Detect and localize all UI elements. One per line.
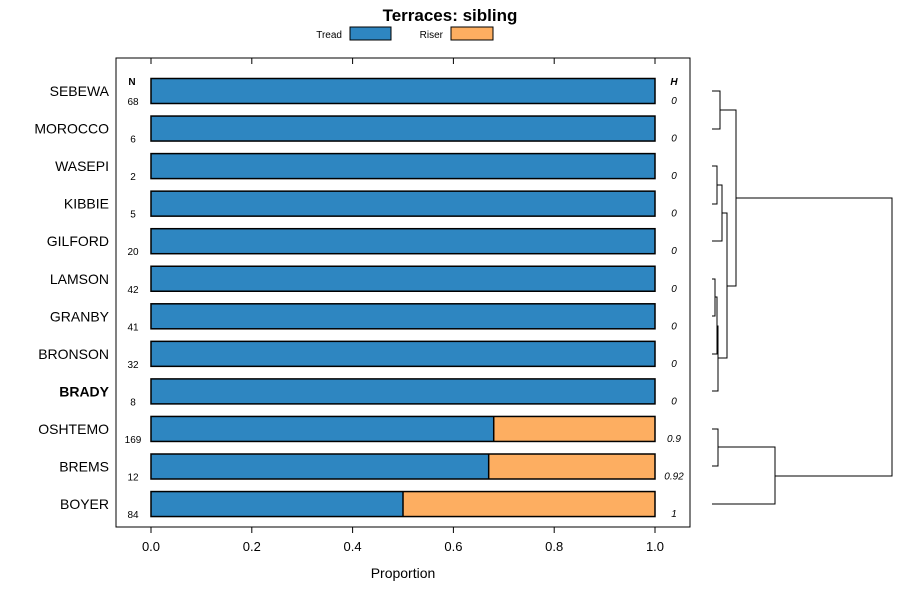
- n-column-header: N: [128, 77, 135, 88]
- h-label-granby: 0: [671, 321, 677, 332]
- bar-granby-tread: [151, 303, 655, 329]
- bar-brady-tread: [151, 378, 655, 404]
- n-label-bronson: 32: [127, 360, 139, 371]
- x-tick-label: 0.2: [243, 539, 261, 554]
- n-labels: 68 6 2 5 20 42 41 32 8 169 12 84: [125, 97, 142, 521]
- dendrogram-link-oshtemo-brems: [712, 428, 719, 467]
- bar-lamson-tread: [151, 266, 655, 292]
- n-label-gilford: 20: [127, 247, 139, 258]
- h-label-wasepi: 0: [671, 171, 677, 182]
- h-label-oshtemo: 0.9: [667, 434, 681, 445]
- bar-outline-lamson: [150, 265, 656, 292]
- bar-gilford-tread: [151, 228, 655, 254]
- n-label-wasepi: 2: [130, 172, 136, 183]
- bar-sebewa-tread: [151, 78, 655, 104]
- bar-outline-bronson: [150, 340, 656, 368]
- bar-outline-boyer: [150, 490, 656, 518]
- h-label-lamson: 0: [671, 284, 677, 295]
- legend-label-riser: Riser: [420, 30, 444, 41]
- x-tick-label: 1.0: [646, 539, 664, 554]
- bar-outline-kibbie: [150, 190, 656, 217]
- bar-wasepi-tread: [151, 153, 655, 179]
- dendrogram-link-root: [736, 197, 893, 477]
- row-label-brems: BREMS: [59, 459, 109, 475]
- bar-outline-wasepi: [150, 152, 656, 180]
- n-label-brady: 8: [130, 397, 136, 408]
- bar-oshtemo-riser: [493, 416, 655, 442]
- bar-outline-morocco: [150, 115, 656, 142]
- row-label-bronson: BRONSON: [38, 346, 109, 362]
- x-tick-label: 0.6: [444, 539, 462, 554]
- n-label-kibbie: 5: [130, 210, 136, 221]
- row-labels: SEBEWA MOROCCO WASEPI KIBBIE GILFORD LAMSON GR…: [34, 83, 109, 512]
- bars-layer: [150, 77, 656, 518]
- legend-swatch-tread: [349, 26, 392, 41]
- bar-boyer-riser: [403, 491, 655, 517]
- bar-outline-brems: [150, 453, 656, 480]
- x-tick-label: 0.4: [344, 539, 362, 554]
- legend: Tread Riser: [316, 26, 494, 41]
- h-label-kibbie: 0: [671, 209, 677, 220]
- bar-bronson-tread: [151, 341, 655, 367]
- h-label-boyer: 1: [671, 509, 677, 520]
- legend-swatch-riser: [450, 26, 494, 41]
- x-axis: 0.0 0.2 0.4 0.6 0.8 1.0: [142, 58, 664, 554]
- row-label-gilford: GILFORD: [47, 233, 109, 249]
- n-label-morocco: 6: [130, 135, 136, 146]
- n-label-granby: 41: [127, 322, 139, 333]
- row-label-boyer: BOYER: [60, 496, 109, 512]
- dendrogram-link-lamson-granby: [712, 278, 716, 317]
- plot-frame: [115, 57, 691, 528]
- h-column-header: H: [670, 77, 678, 88]
- bar-morocco-tread: [151, 116, 655, 142]
- dendrogram-link-sebewa-morocco: [712, 90, 721, 130]
- dendrogram: [712, 90, 893, 505]
- x-tick-label: 0.8: [545, 539, 563, 554]
- row-label-morocco: MOROCCO: [34, 121, 109, 137]
- bar-outline-brady: [150, 378, 656, 405]
- n-label-boyer: 84: [127, 510, 139, 521]
- h-label-brady: 0: [671, 396, 677, 407]
- dendrogram-link-ob-boyer: [712, 446, 776, 505]
- bar-boyer-tread: [151, 491, 403, 517]
- bar-brems-tread: [151, 454, 489, 479]
- h-labels: 0 0 0 0 0 0 0 0 0 0.9 0.92 1: [664, 96, 684, 520]
- h-label-morocco: 0: [671, 134, 677, 145]
- bar-outline-gilford: [150, 227, 656, 255]
- row-label-wasepi: WASEPI: [55, 158, 109, 174]
- row-label-brady: BRADY: [59, 383, 109, 399]
- bar-brems-riser: [488, 454, 655, 479]
- n-label-lamson: 42: [127, 285, 139, 296]
- dendrogram-link-wasepi-kibbie: [712, 165, 718, 205]
- row-label-granby: GRANBY: [50, 308, 110, 324]
- row-label-kibbie: KIBBIE: [64, 196, 109, 212]
- n-label-brems: 12: [127, 473, 139, 484]
- h-label-sebewa: 0: [671, 96, 677, 107]
- row-label-sebewa: SEBEWA: [50, 83, 110, 99]
- bar-kibbie-tread: [151, 191, 655, 217]
- bar-outline-oshtemo: [150, 415, 656, 443]
- n-label-sebewa: 68: [127, 97, 139, 108]
- x-tick-label: 0.0: [142, 539, 160, 554]
- h-label-brems: 0.92: [664, 472, 684, 483]
- row-label-lamson: LAMSON: [50, 271, 109, 287]
- row-label-oshtemo: OSHTEMO: [38, 421, 109, 437]
- n-label-oshtemo: 169: [125, 435, 142, 446]
- bar-outline-sebewa: [150, 77, 656, 105]
- h-label-gilford: 0: [671, 246, 677, 257]
- legend-label-tread: Tread: [316, 30, 342, 41]
- x-axis-title: Proportion: [371, 565, 436, 581]
- chart-title: Terraces: sibling: [383, 6, 518, 25]
- bar-outline-granby: [150, 303, 656, 330]
- bar-oshtemo-tread: [151, 416, 494, 442]
- h-label-bronson: 0: [671, 359, 677, 370]
